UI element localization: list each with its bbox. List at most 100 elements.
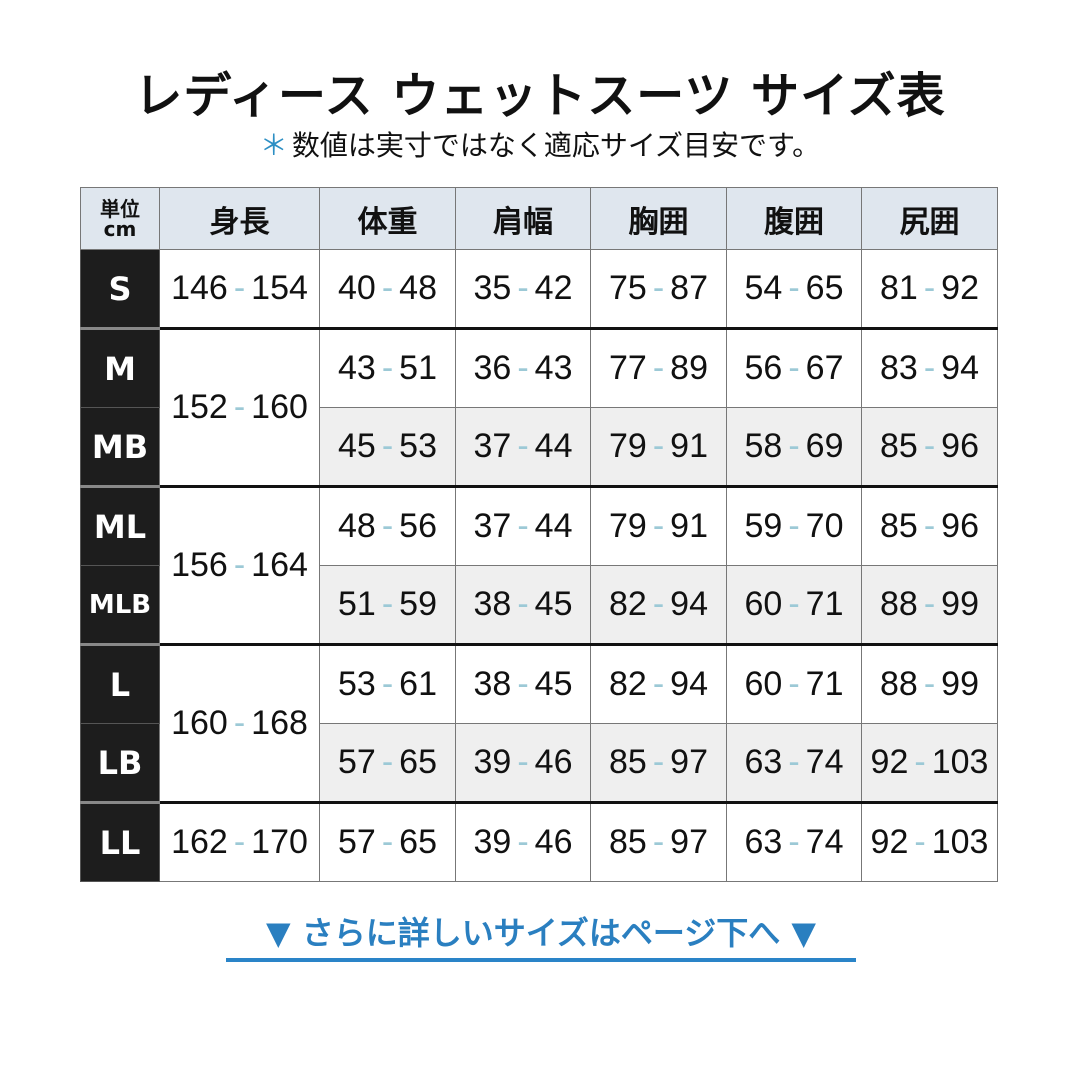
value-cell: 92-103 — [861, 723, 998, 803]
column-header: 体重 — [319, 187, 456, 250]
range-dash: - — [517, 665, 529, 703]
value-cell: 36-43 — [455, 327, 591, 408]
asterisk-icon: ＊ — [259, 129, 288, 162]
range-max: 70 — [805, 507, 844, 545]
range-dash: - — [788, 507, 800, 545]
value-cell: 57-65 — [319, 723, 456, 803]
range-dash: - — [788, 743, 800, 781]
value-cell: 83-94 — [861, 327, 998, 408]
value-cell: 77-89 — [590, 327, 727, 408]
size-label: LL — [80, 801, 160, 882]
range-dash: - — [517, 507, 529, 545]
value-cell: 48-56 — [319, 485, 456, 566]
size-label: L — [80, 643, 160, 724]
range-max: 74 — [805, 823, 844, 861]
range-dash: - — [914, 823, 926, 861]
range-min: 85 — [880, 507, 918, 545]
header-row: 単位 cm 身長 体重 肩幅 胸囲 腹囲 尻囲 — [80, 187, 998, 250]
range-max: 65 — [805, 269, 844, 307]
range-dash: - — [652, 665, 665, 703]
range-min: 39 — [473, 823, 512, 861]
size-label: M — [80, 327, 160, 408]
table-row: ML 156-164 48-56 37-44 79-91 59-70 85-96 — [80, 485, 998, 645]
range-max: 43 — [534, 349, 573, 387]
range-min: 38 — [473, 585, 512, 623]
range-min: 88 — [880, 665, 918, 703]
value-cell: 53-61 — [319, 643, 456, 724]
range-max: 103 — [931, 743, 989, 781]
column-header: 腹囲 — [726, 187, 862, 250]
value-cell: 92-103 — [861, 801, 998, 882]
value-cell: 88-99 — [861, 643, 998, 724]
range-dash: - — [788, 269, 800, 307]
range-max: 71 — [805, 665, 844, 703]
range-max: 91 — [670, 507, 708, 545]
note-text: 数値は実寸ではなく適応サイズ目安です。 — [291, 129, 821, 162]
value-cell: 38-45 — [455, 565, 591, 645]
range-min: 35 — [473, 269, 512, 307]
range-dash: - — [923, 269, 936, 307]
page-title: レディース ウェットスーツ サイズ表 — [134, 68, 946, 124]
table-row: MB 45-53 37-44 79-91 58-69 85-96 — [80, 407, 998, 487]
range-dash: - — [652, 823, 665, 861]
value-cell: 37-44 — [455, 407, 591, 487]
range-dash: - — [788, 349, 800, 387]
range-min: 38 — [473, 665, 512, 703]
range-min: 85 — [609, 823, 647, 861]
range-dash: - — [788, 665, 800, 703]
range-dash: - — [652, 507, 665, 545]
range-min: 85 — [880, 427, 918, 465]
range-max: 65 — [399, 823, 437, 861]
range-min: 57 — [338, 743, 376, 781]
value-cell: 63-74 — [726, 801, 862, 882]
range-min: 36 — [473, 349, 512, 387]
footer-underline — [226, 958, 856, 962]
table-row: LB 57-65 39-46 85-97 63-74 92-103 — [80, 723, 998, 803]
range-dash: - — [381, 585, 394, 623]
range-max: 48 — [399, 269, 437, 307]
value-cell: 37-44 — [455, 485, 591, 566]
range-min: 82 — [609, 665, 647, 703]
range-dash: - — [652, 269, 665, 307]
range-dash: - — [652, 743, 665, 781]
range-dash: - — [381, 507, 394, 545]
range-dash: - — [517, 269, 529, 307]
range-max: 103 — [931, 823, 989, 861]
range-min: 51 — [338, 585, 376, 623]
range-min: 39 — [473, 743, 512, 781]
value-cell: 45-53 — [319, 407, 456, 487]
table-row: S 146-154 40-48 35-42 75-87 54-65 81-92 — [80, 249, 998, 329]
more-sizes-link[interactable]: ▼ さらに詳しいサイズはページ下へ ▼ — [266, 914, 816, 952]
value-cell: 40-48 — [319, 249, 456, 329]
range-max: 56 — [399, 507, 437, 545]
value-cell: 63-74 — [726, 723, 862, 803]
unit-label: 単位 cm — [80, 187, 160, 250]
range-min: 56 — [744, 349, 783, 387]
range-min: 85 — [609, 743, 647, 781]
range-min: 48 — [338, 507, 376, 545]
range-dash: - — [233, 546, 246, 584]
value-cell: 51-59 — [319, 565, 456, 645]
size-table: 単位 cm 身長 体重 肩幅 胸囲 腹囲 尻囲 S 146-154 40-48 35-42 75-87… — [80, 187, 998, 882]
range-max: 94 — [670, 665, 708, 703]
range-dash: - — [788, 585, 800, 623]
value-cell: 57-65 — [319, 801, 456, 882]
range-dash: - — [923, 349, 936, 387]
value-cell: 79-91 — [590, 407, 727, 487]
range-max: 96 — [941, 507, 979, 545]
range-dash: - — [233, 823, 246, 861]
range-max: 92 — [941, 269, 979, 307]
value-cell: 60-71 — [726, 565, 862, 645]
table-row: MLB 51-59 38-45 82-94 60-71 88-99 — [80, 565, 998, 645]
value-cell: 88-99 — [861, 565, 998, 645]
range-max: 89 — [670, 349, 708, 387]
range-min: 92 — [870, 743, 909, 781]
value-cell: 59-70 — [726, 485, 862, 566]
range-dash: - — [652, 349, 665, 387]
range-min: 53 — [338, 665, 376, 703]
range-min: 58 — [744, 427, 783, 465]
range-min: 81 — [880, 269, 918, 307]
range-dash: - — [381, 269, 394, 307]
range-max: 45 — [534, 585, 573, 623]
range-dash: - — [923, 507, 936, 545]
